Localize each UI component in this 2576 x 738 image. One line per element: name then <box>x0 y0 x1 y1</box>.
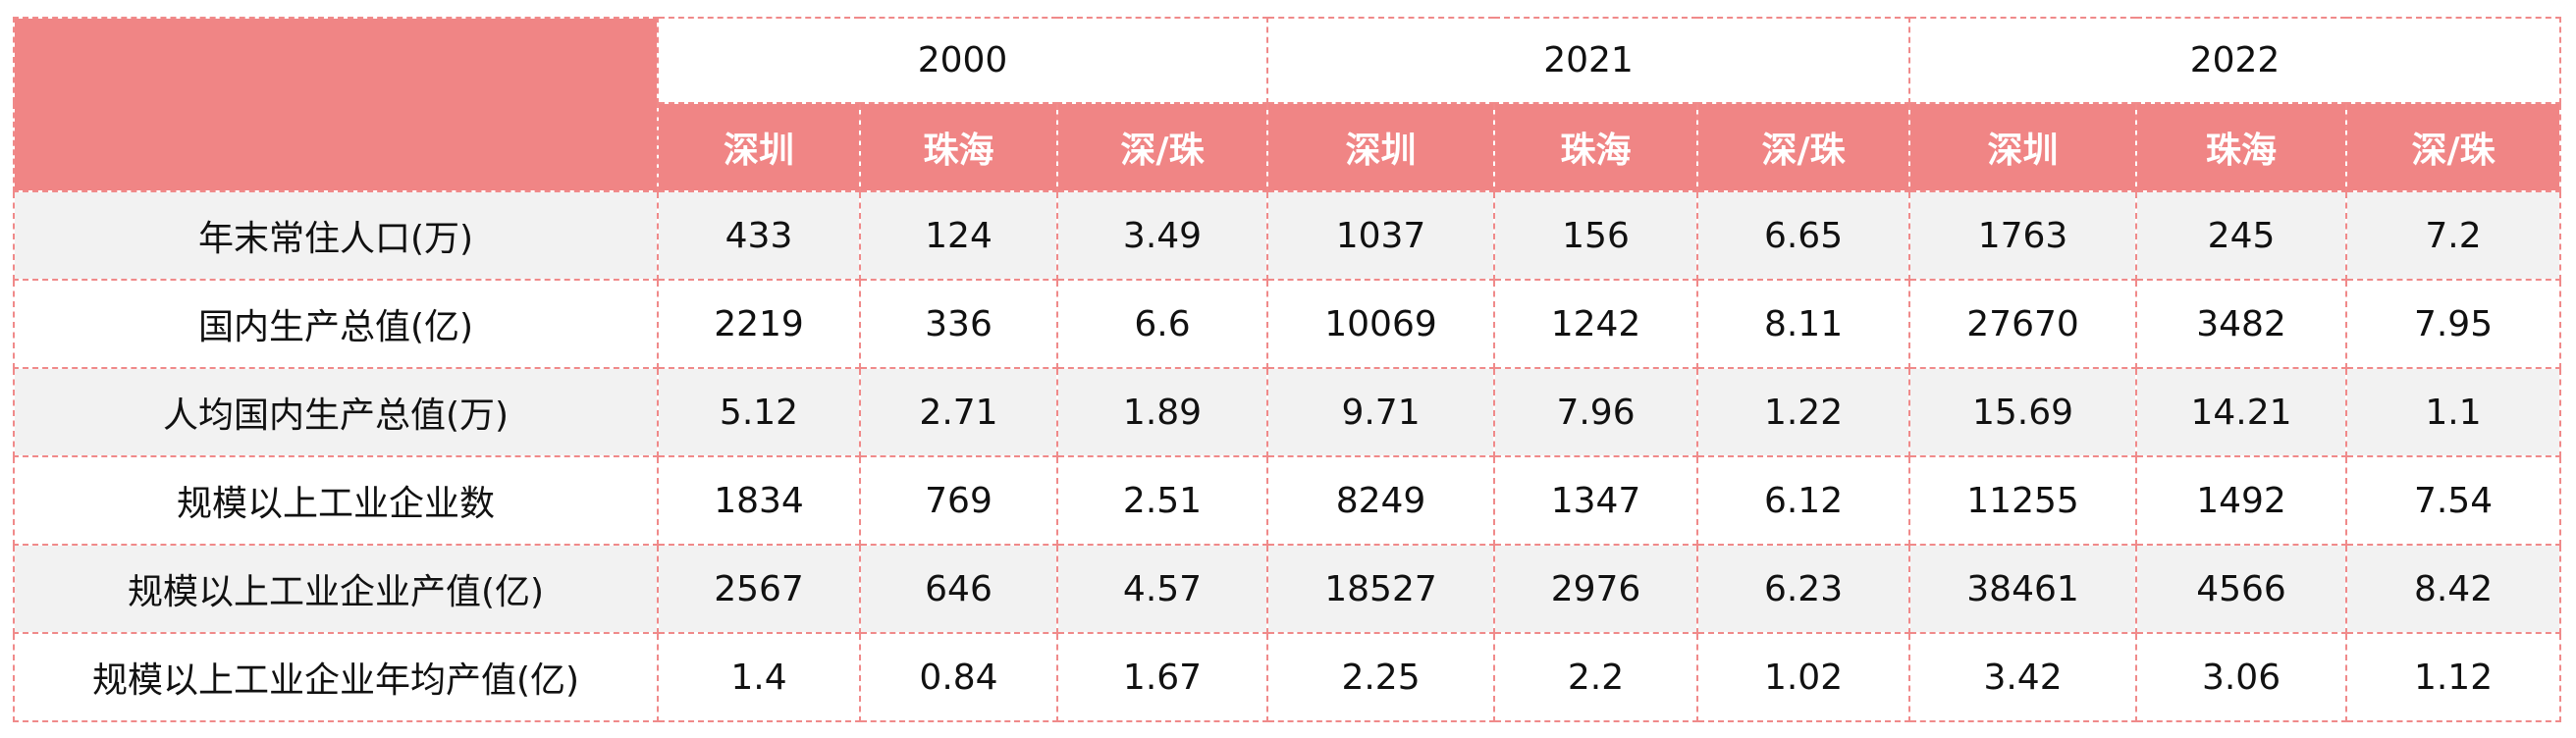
value-cell: 1037 <box>1266 190 1496 281</box>
subheader-row: 深圳 珠海 深/珠 深圳 珠海 深/珠 深圳 珠海 深/珠 <box>14 102 2562 192</box>
row-label: 年末常住人口(万) <box>13 190 659 281</box>
value-cell: 1.02 <box>1696 632 1911 722</box>
value-cell: 3.06 <box>2135 632 2348 722</box>
value-cell: 433 <box>657 190 861 281</box>
value-cell: 3482 <box>2135 279 2348 369</box>
table-body: 2000 2021 2022 深圳 珠海 深/珠 深圳 珠海 深/珠 深圳 珠海 深/珠 年末常住人口(… <box>13 17 2562 722</box>
value-cell: 11255 <box>1908 455 2138 546</box>
city-header: 深圳 <box>657 102 861 192</box>
year-header: 2021 <box>1266 17 1911 104</box>
value-cell: 336 <box>859 279 1058 369</box>
data-row: 年末常住人口(万) 433 124 3.49 1037 156 6.65 1763 245 7.2 <box>13 190 2562 281</box>
value-cell: 6.23 <box>1696 544 1911 634</box>
value-cell: 2567 <box>657 544 861 634</box>
value-cell: 1.89 <box>1055 367 1269 457</box>
value-cell: 8249 <box>1266 455 1496 546</box>
value-cell: 38461 <box>1908 544 2138 634</box>
value-cell: 4566 <box>2135 544 2348 634</box>
value-cell: 4.57 <box>1055 544 1269 634</box>
value-cell: 1763 <box>1908 190 2138 281</box>
value-cell: 7.95 <box>2345 279 2562 369</box>
value-cell: 0.84 <box>859 632 1058 722</box>
city-header: 深圳 <box>1266 102 1496 192</box>
value-cell: 27670 <box>1908 279 2138 369</box>
value-cell: 2.51 <box>1055 455 1269 546</box>
value-cell: 2.2 <box>1493 632 1699 722</box>
value-cell: 2219 <box>657 279 861 369</box>
value-cell: 6.6 <box>1055 279 1269 369</box>
value-cell: 5.12 <box>657 367 861 457</box>
city-header: 珠海 <box>1493 102 1699 192</box>
value-cell: 2.25 <box>1266 632 1496 722</box>
value-cell: 8.42 <box>2345 544 2562 634</box>
header-row: 2000 2021 2022 <box>13 17 2562 192</box>
value-cell: 3.42 <box>1908 632 2138 722</box>
city-header: 珠海 <box>859 102 1058 192</box>
data-row: 人均国内生产总值(万) 5.12 2.71 1.89 9.71 7.96 1.22 15.69… <box>13 367 2562 457</box>
data-table: 2000 2021 2022 深圳 珠海 深/珠 深圳 珠海 深/珠 深圳 珠海 深/珠 年末常住人口(… <box>13 17 2562 722</box>
value-cell: 7.54 <box>2345 455 2562 546</box>
value-cell: 1.4 <box>657 632 861 722</box>
value-cell: 2.71 <box>859 367 1058 457</box>
corner-cell <box>13 17 659 192</box>
value-cell: 9.71 <box>1266 367 1496 457</box>
value-cell: 14.21 <box>2135 367 2348 457</box>
value-cell: 156 <box>1493 190 1699 281</box>
value-cell: 2976 <box>1493 544 1699 634</box>
city-header: 深/珠 <box>1696 102 1911 192</box>
row-label: 规模以上工业企业年均产值(亿) <box>13 632 659 722</box>
value-cell: 6.65 <box>1696 190 1911 281</box>
value-cell: 245 <box>2135 190 2348 281</box>
data-row: 规模以上工业企业产值(亿) 2567 646 4.57 18527 2976 6.23 384… <box>13 544 2562 634</box>
value-cell: 7.2 <box>2345 190 2562 281</box>
row-label: 规模以上工业企业产值(亿) <box>13 544 659 634</box>
value-cell: 10069 <box>1266 279 1496 369</box>
city-header: 珠海 <box>2135 102 2348 192</box>
row-label: 人均国内生产总值(万) <box>13 367 659 457</box>
value-cell: 1492 <box>2135 455 2348 546</box>
value-cell: 15.69 <box>1908 367 2138 457</box>
value-cell: 18527 <box>1266 544 1496 634</box>
row-label: 规模以上工业企业数 <box>13 455 659 546</box>
year-header: 2022 <box>1908 17 2562 104</box>
data-row: 国内生产总值(亿) 2219 336 6.6 10069 1242 8.11 27670 348… <box>13 279 2562 369</box>
value-cell: 7.96 <box>1493 367 1699 457</box>
value-cell: 1.12 <box>2345 632 2562 722</box>
value-cell: 1834 <box>657 455 861 546</box>
value-cell: 3.49 <box>1055 190 1269 281</box>
city-header: 深/珠 <box>2345 102 2562 192</box>
value-cell: 1.67 <box>1055 632 1269 722</box>
value-cell: 6.12 <box>1696 455 1911 546</box>
value-cell: 646 <box>859 544 1058 634</box>
row-label: 国内生产总值(亿) <box>13 279 659 369</box>
year-header: 2000 <box>656 17 1269 104</box>
city-header: 深圳 <box>1908 102 2138 192</box>
city-header: 深/珠 <box>1055 102 1269 192</box>
data-row: 规模以上工业企业年均产值(亿) 1.4 0.84 1.67 2.25 2.2 1.02 3.4… <box>13 632 2562 722</box>
data-row: 规模以上工业企业数 1834 769 2.51 8249 1347 6.12 11255 149… <box>13 455 2562 546</box>
value-cell: 1.22 <box>1696 367 1911 457</box>
value-cell: 124 <box>859 190 1058 281</box>
value-cell: 8.11 <box>1696 279 1911 369</box>
value-cell: 1242 <box>1493 279 1699 369</box>
value-cell: 1.1 <box>2345 367 2562 457</box>
value-cell: 769 <box>859 455 1058 546</box>
value-cell: 1347 <box>1493 455 1699 546</box>
